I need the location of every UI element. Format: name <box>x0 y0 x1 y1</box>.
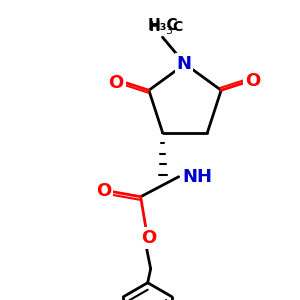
Text: O: O <box>96 182 111 200</box>
Text: N: N <box>176 55 191 73</box>
Text: O: O <box>109 74 124 92</box>
Text: H₃C: H₃C <box>147 18 178 33</box>
Text: C: C <box>172 20 183 34</box>
Text: O: O <box>141 229 156 247</box>
Text: O: O <box>245 71 260 89</box>
Text: 3: 3 <box>166 26 172 36</box>
Text: NH: NH <box>183 168 213 186</box>
Text: H: H <box>149 20 161 34</box>
